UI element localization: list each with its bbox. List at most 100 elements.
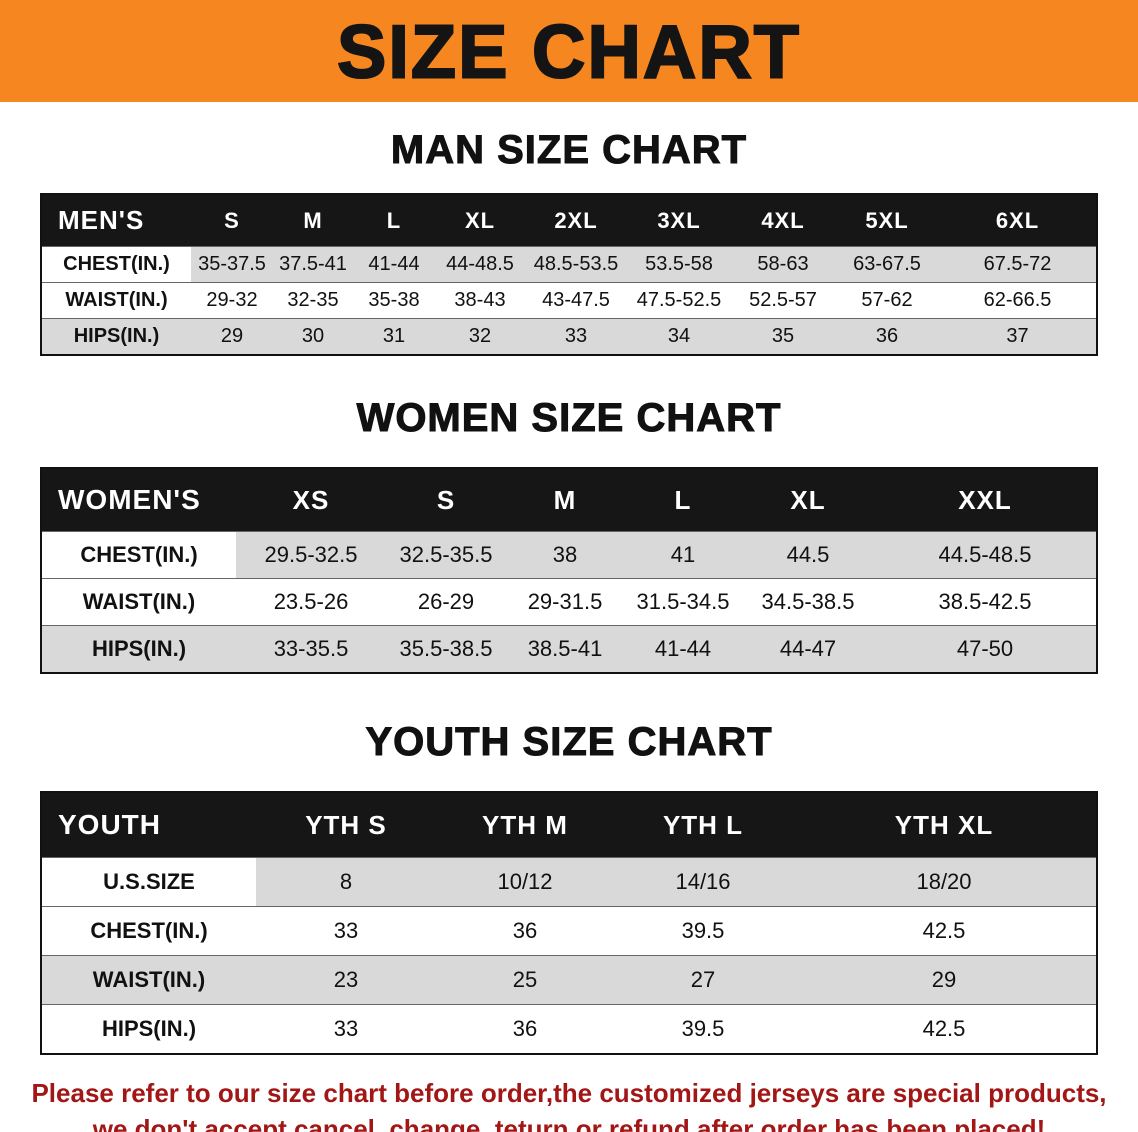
size-header-cell: XL: [435, 194, 525, 247]
value-cell: 44.5: [742, 531, 874, 579]
table-row: HIPS(IN.) 33 36 39.5 42.5: [41, 1004, 1097, 1054]
row-label-cell: CHEST(IN.): [41, 246, 191, 283]
table-row: HIPS(IN.) 33-35.5 35.5-38.5 38.5-41 41-44 44-…: [41, 625, 1097, 673]
table-row: WAIST(IN.) 23 25 27 29: [41, 955, 1097, 1005]
value-cell: 35: [731, 318, 835, 355]
size-header-cell: 4XL: [731, 194, 835, 247]
size-header-cell: 6XL: [939, 194, 1097, 247]
row-label-cell: HIPS(IN.): [41, 625, 236, 673]
value-cell: 31: [353, 318, 435, 355]
man-size-table: MEN'S S M L XL 2XL 3XL 4XL 5XL 6XL CHEST(IN.) 35-37…: [40, 193, 1098, 356]
value-cell: 35-38: [353, 282, 435, 319]
value-cell: 33: [525, 318, 627, 355]
page-title: SIZE CHART: [336, 8, 801, 95]
row-label-cell: U.S.SIZE: [41, 857, 256, 907]
value-cell: 42.5: [792, 906, 1097, 956]
value-cell: 29.5-32.5: [236, 531, 386, 579]
value-cell: 27: [614, 955, 792, 1005]
man-size-heading: MAN SIZE CHART: [390, 128, 748, 173]
value-cell: 44-48.5: [435, 246, 525, 283]
value-cell: 47-50: [874, 625, 1097, 673]
row-label-cell: CHEST(IN.): [41, 531, 236, 579]
value-cell: 34: [627, 318, 731, 355]
table-title-cell: YOUTH: [41, 792, 256, 858]
value-cell: 26-29: [386, 578, 506, 626]
size-header-cell: YTH S: [256, 792, 436, 858]
row-label-cell: HIPS(IN.): [41, 318, 191, 355]
size-header-cell: XL: [742, 468, 874, 532]
table-title-cell: MEN'S: [41, 194, 191, 247]
table-row: U.S.SIZE 8 10/12 14/16 18/20: [41, 857, 1097, 907]
value-cell: 38.5-42.5: [874, 578, 1097, 626]
youth-size-heading: YOUTH SIZE CHART: [365, 720, 773, 765]
value-cell: 34.5-38.5: [742, 578, 874, 626]
size-header-cell: M: [506, 468, 624, 532]
table-row: HIPS(IN.) 29 30 31 32 33 34 35 36 37: [41, 318, 1097, 355]
value-cell: 57-62: [835, 282, 939, 319]
value-cell: 39.5: [614, 1004, 792, 1054]
value-cell: 33-35.5: [236, 625, 386, 673]
row-label-cell: WAIST(IN.): [41, 578, 236, 626]
man-size-section: MAN SIZE CHART MEN'S S M L XL 2XL 3XL 4XL 5XL 6XL…: [0, 128, 1138, 356]
table-row: CHEST(IN.) 35-37.5 37.5-41 41-44 44-48.5 48.5…: [41, 246, 1097, 283]
size-header-cell: M: [273, 194, 353, 247]
value-cell: 25: [436, 955, 614, 1005]
size-header-cell: 3XL: [627, 194, 731, 247]
value-cell: 29: [792, 955, 1097, 1005]
row-label-cell: WAIST(IN.): [41, 282, 191, 319]
value-cell: 47.5-52.5: [627, 282, 731, 319]
value-cell: 35-37.5: [191, 246, 273, 283]
footer-notice-line1: Please refer to our size chart before or…: [31, 1078, 1107, 1108]
value-cell: 31.5-34.5: [624, 578, 742, 626]
value-cell: 39.5: [614, 906, 792, 956]
value-cell: 32: [435, 318, 525, 355]
value-cell: 18/20: [792, 857, 1097, 907]
value-cell: 41: [624, 531, 742, 579]
value-cell: 43-47.5: [525, 282, 627, 319]
value-cell: 44.5-48.5: [874, 531, 1097, 579]
size-header-cell: XS: [236, 468, 386, 532]
value-cell: 29: [191, 318, 273, 355]
value-cell: 36: [436, 906, 614, 956]
women-size-table: WOMEN'S XS S M L XL XXL CHEST(IN.) 29.5-32.5 32.5…: [40, 467, 1098, 674]
size-header-cell: S: [386, 468, 506, 532]
value-cell: 29-31.5: [506, 578, 624, 626]
value-cell: 35.5-38.5: [386, 625, 506, 673]
value-cell: 52.5-57: [731, 282, 835, 319]
table-row: WAIST(IN.) 29-32 32-35 35-38 38-43 43-47.5 47.…: [41, 282, 1097, 319]
size-header-cell: 5XL: [835, 194, 939, 247]
value-cell: 41-44: [624, 625, 742, 673]
value-cell: 30: [273, 318, 353, 355]
value-cell: 23.5-26: [236, 578, 386, 626]
size-header-cell: L: [624, 468, 742, 532]
row-label-cell: CHEST(IN.): [41, 906, 256, 956]
value-cell: 58-63: [731, 246, 835, 283]
row-label-cell: HIPS(IN.): [41, 1004, 256, 1054]
header-row: WOMEN'S XS S M L XL XXL: [41, 468, 1097, 532]
size-header-cell: XXL: [874, 468, 1097, 532]
value-cell: 48.5-53.5: [525, 246, 627, 283]
value-cell: 67.5-72: [939, 246, 1097, 283]
table-row: WAIST(IN.) 23.5-26 26-29 29-31.5 31.5-34.5 34…: [41, 578, 1097, 626]
value-cell: 23: [256, 955, 436, 1005]
value-cell: 42.5: [792, 1004, 1097, 1054]
row-label-cell: WAIST(IN.): [41, 955, 256, 1005]
women-size-heading: WOMEN SIZE CHART: [356, 396, 782, 441]
size-header-cell: 2XL: [525, 194, 627, 247]
header-row: YOUTH YTH S YTH M YTH L YTH XL: [41, 792, 1097, 858]
size-header-cell: S: [191, 194, 273, 247]
table-row: CHEST(IN.) 33 36 39.5 42.5: [41, 906, 1097, 956]
size-header-cell: L: [353, 194, 435, 247]
value-cell: 53.5-58: [627, 246, 731, 283]
size-header-cell: YTH M: [436, 792, 614, 858]
table-title-cell: WOMEN'S: [41, 468, 236, 532]
youth-size-section: YOUTH SIZE CHART YOUTH YTH S YTH M YTH L YTH…: [0, 720, 1138, 1055]
size-header-cell: YTH XL: [792, 792, 1097, 858]
value-cell: 32.5-35.5: [386, 531, 506, 579]
value-cell: 29-32: [191, 282, 273, 319]
value-cell: 38.5-41: [506, 625, 624, 673]
value-cell: 37: [939, 318, 1097, 355]
value-cell: 36: [835, 318, 939, 355]
value-cell: 10/12: [436, 857, 614, 907]
